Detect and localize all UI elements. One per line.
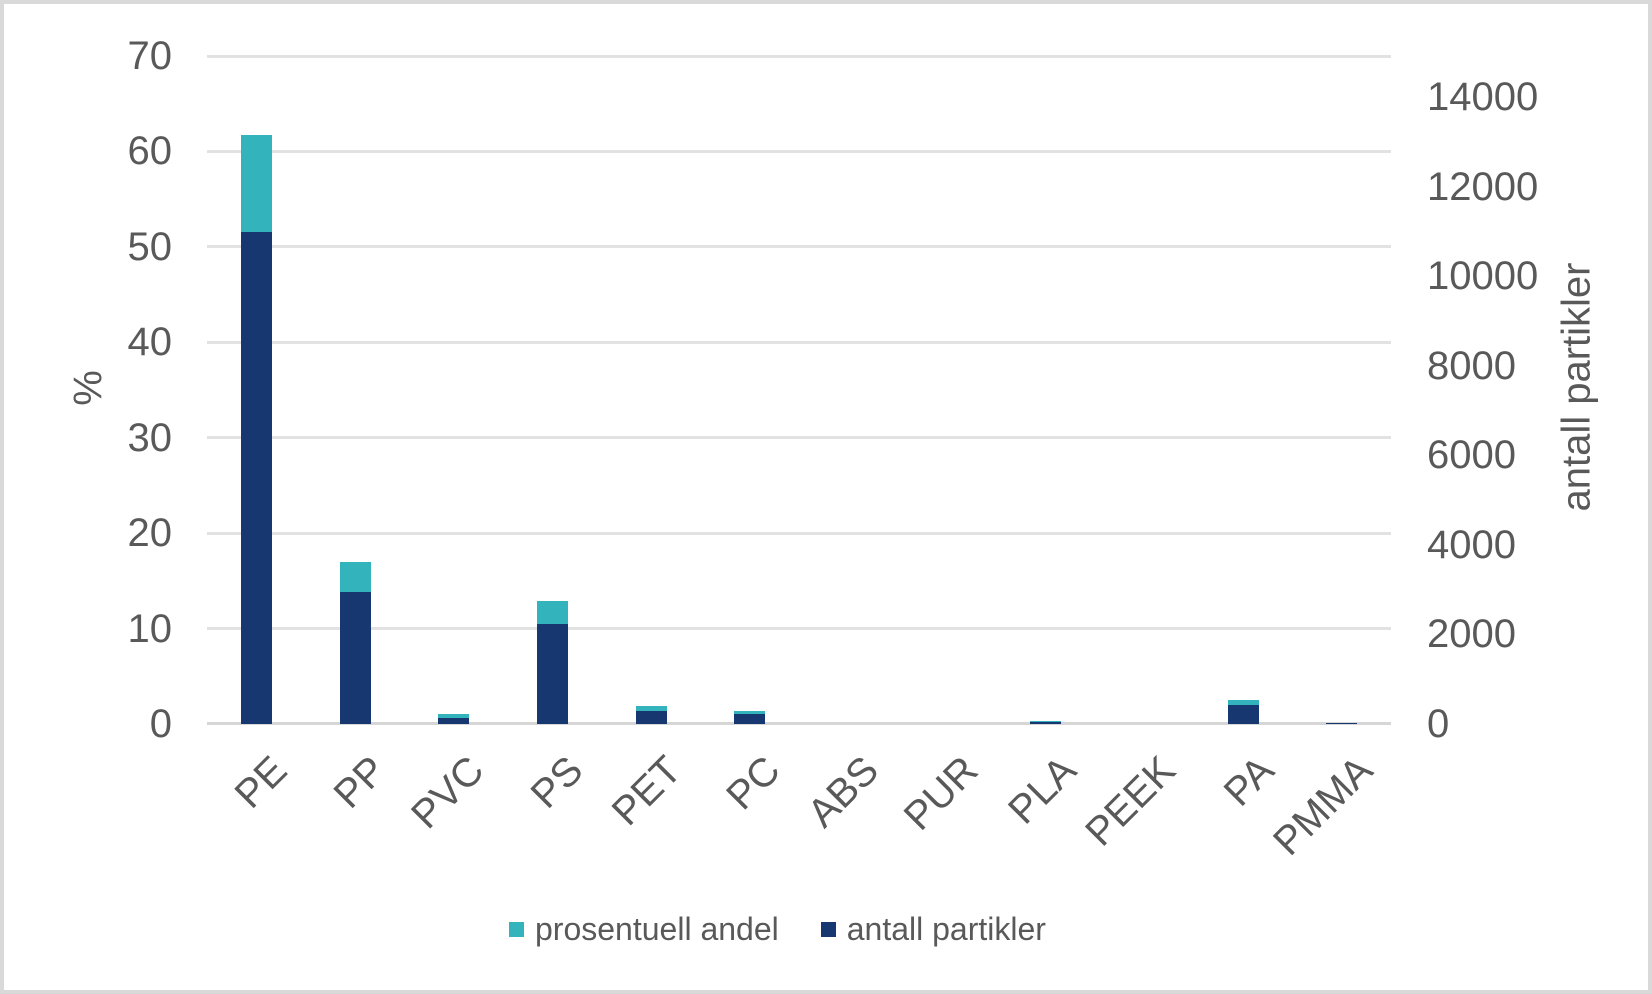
x-category-label-PS: PS xyxy=(522,748,592,817)
left-axis-title: % xyxy=(66,370,111,406)
gridline-70 xyxy=(207,54,1391,58)
gridline-10 xyxy=(207,627,1391,631)
gridline-20 xyxy=(207,531,1391,535)
gridline-60 xyxy=(207,149,1391,153)
x-category-label-PET: PET xyxy=(603,748,691,835)
left-tick-label-20: 20 xyxy=(127,511,173,556)
right-tick-label-14000: 14000 xyxy=(1427,75,1539,120)
left-tick-label-70: 70 xyxy=(127,34,173,78)
left-tick-label-50: 50 xyxy=(127,224,173,269)
bar-antall-partikler-PC xyxy=(734,714,766,724)
x-category-label-PEEK: PEEK xyxy=(1076,748,1184,855)
x-category-label-PP: PP xyxy=(325,748,395,817)
plot-area xyxy=(207,54,1391,725)
x-category-label-PA: PA xyxy=(1215,748,1283,815)
legend-item-antall-partikler: antall partikler xyxy=(820,910,1046,948)
legend-item-prosentuell-andel: prosentuell andel xyxy=(509,910,779,948)
bar-antall-partikler-PLA xyxy=(1030,721,1062,724)
gridline-40 xyxy=(207,340,1391,344)
right-tick-label-0: 0 xyxy=(1427,702,1450,746)
bar-antall-partikler-PMMA xyxy=(1326,722,1358,724)
right-tick-label-6000: 6000 xyxy=(1427,433,1516,478)
x-category-label-PE: PE xyxy=(226,748,296,817)
left-tick-label-60: 60 xyxy=(127,129,173,174)
x-category-label-ABS: ABS xyxy=(799,748,888,836)
x-category-label-PVC: PVC xyxy=(403,748,493,838)
x-category-label-PC: PC xyxy=(718,748,789,819)
right-tick-label-2000: 2000 xyxy=(1427,612,1516,657)
gridline-50 xyxy=(207,245,1391,249)
x-category-label-PMMA: PMMA xyxy=(1264,748,1381,864)
gridline-30 xyxy=(207,436,1391,440)
right-tick-label-10000: 10000 xyxy=(1427,254,1539,299)
bar-antall-partikler-PVC xyxy=(438,717,470,724)
x-category-label-PUR: PUR xyxy=(895,748,987,839)
left-tick-label-30: 30 xyxy=(127,415,173,460)
right-tick-label-12000: 12000 xyxy=(1427,164,1539,209)
x-axis-line xyxy=(207,722,1391,725)
right-tick-label-4000: 4000 xyxy=(1427,522,1516,567)
bar-antall-partikler-PS xyxy=(536,623,568,724)
bar-antall-partikler-PA xyxy=(1227,705,1259,724)
x-category-label-PLA: PLA xyxy=(1000,748,1085,833)
bar-antall-partikler-PP xyxy=(339,591,371,724)
left-tick-label-0: 0 xyxy=(149,702,172,746)
legend-swatch-icon xyxy=(820,921,836,937)
legend-label: antall partikler xyxy=(846,911,1046,947)
bar-antall-partikler-PE xyxy=(240,231,272,724)
legend: prosentuell andel antall partikler xyxy=(509,910,1046,948)
right-tick-label-8000: 8000 xyxy=(1427,343,1516,388)
left-tick-label-40: 40 xyxy=(127,320,173,365)
legend-label: prosentuell andel xyxy=(535,911,779,947)
legend-swatch-icon xyxy=(509,921,524,937)
left-tick-label-10: 10 xyxy=(127,606,173,651)
bar-antall-partikler-PET xyxy=(635,711,667,724)
